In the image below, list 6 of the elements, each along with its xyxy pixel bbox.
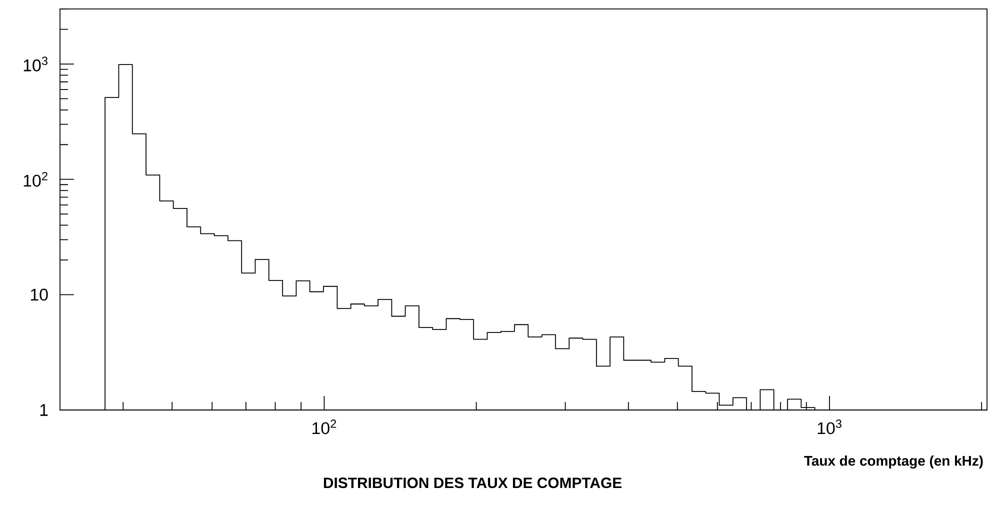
y-tick-label: 10$^{2}$	[24, 172, 48, 187]
y-tick-label: 1	[40, 404, 48, 416]
text: DISTRIBUTION DES TAUX DE COMPTAGE	[324, 478, 622, 488]
x-axis-title: Taux de comptage (en kHz)	[804, 456, 983, 469]
y-tick-label: 10$^{3}$	[24, 56, 48, 72]
y-tick-label: 10	[30, 288, 48, 301]
